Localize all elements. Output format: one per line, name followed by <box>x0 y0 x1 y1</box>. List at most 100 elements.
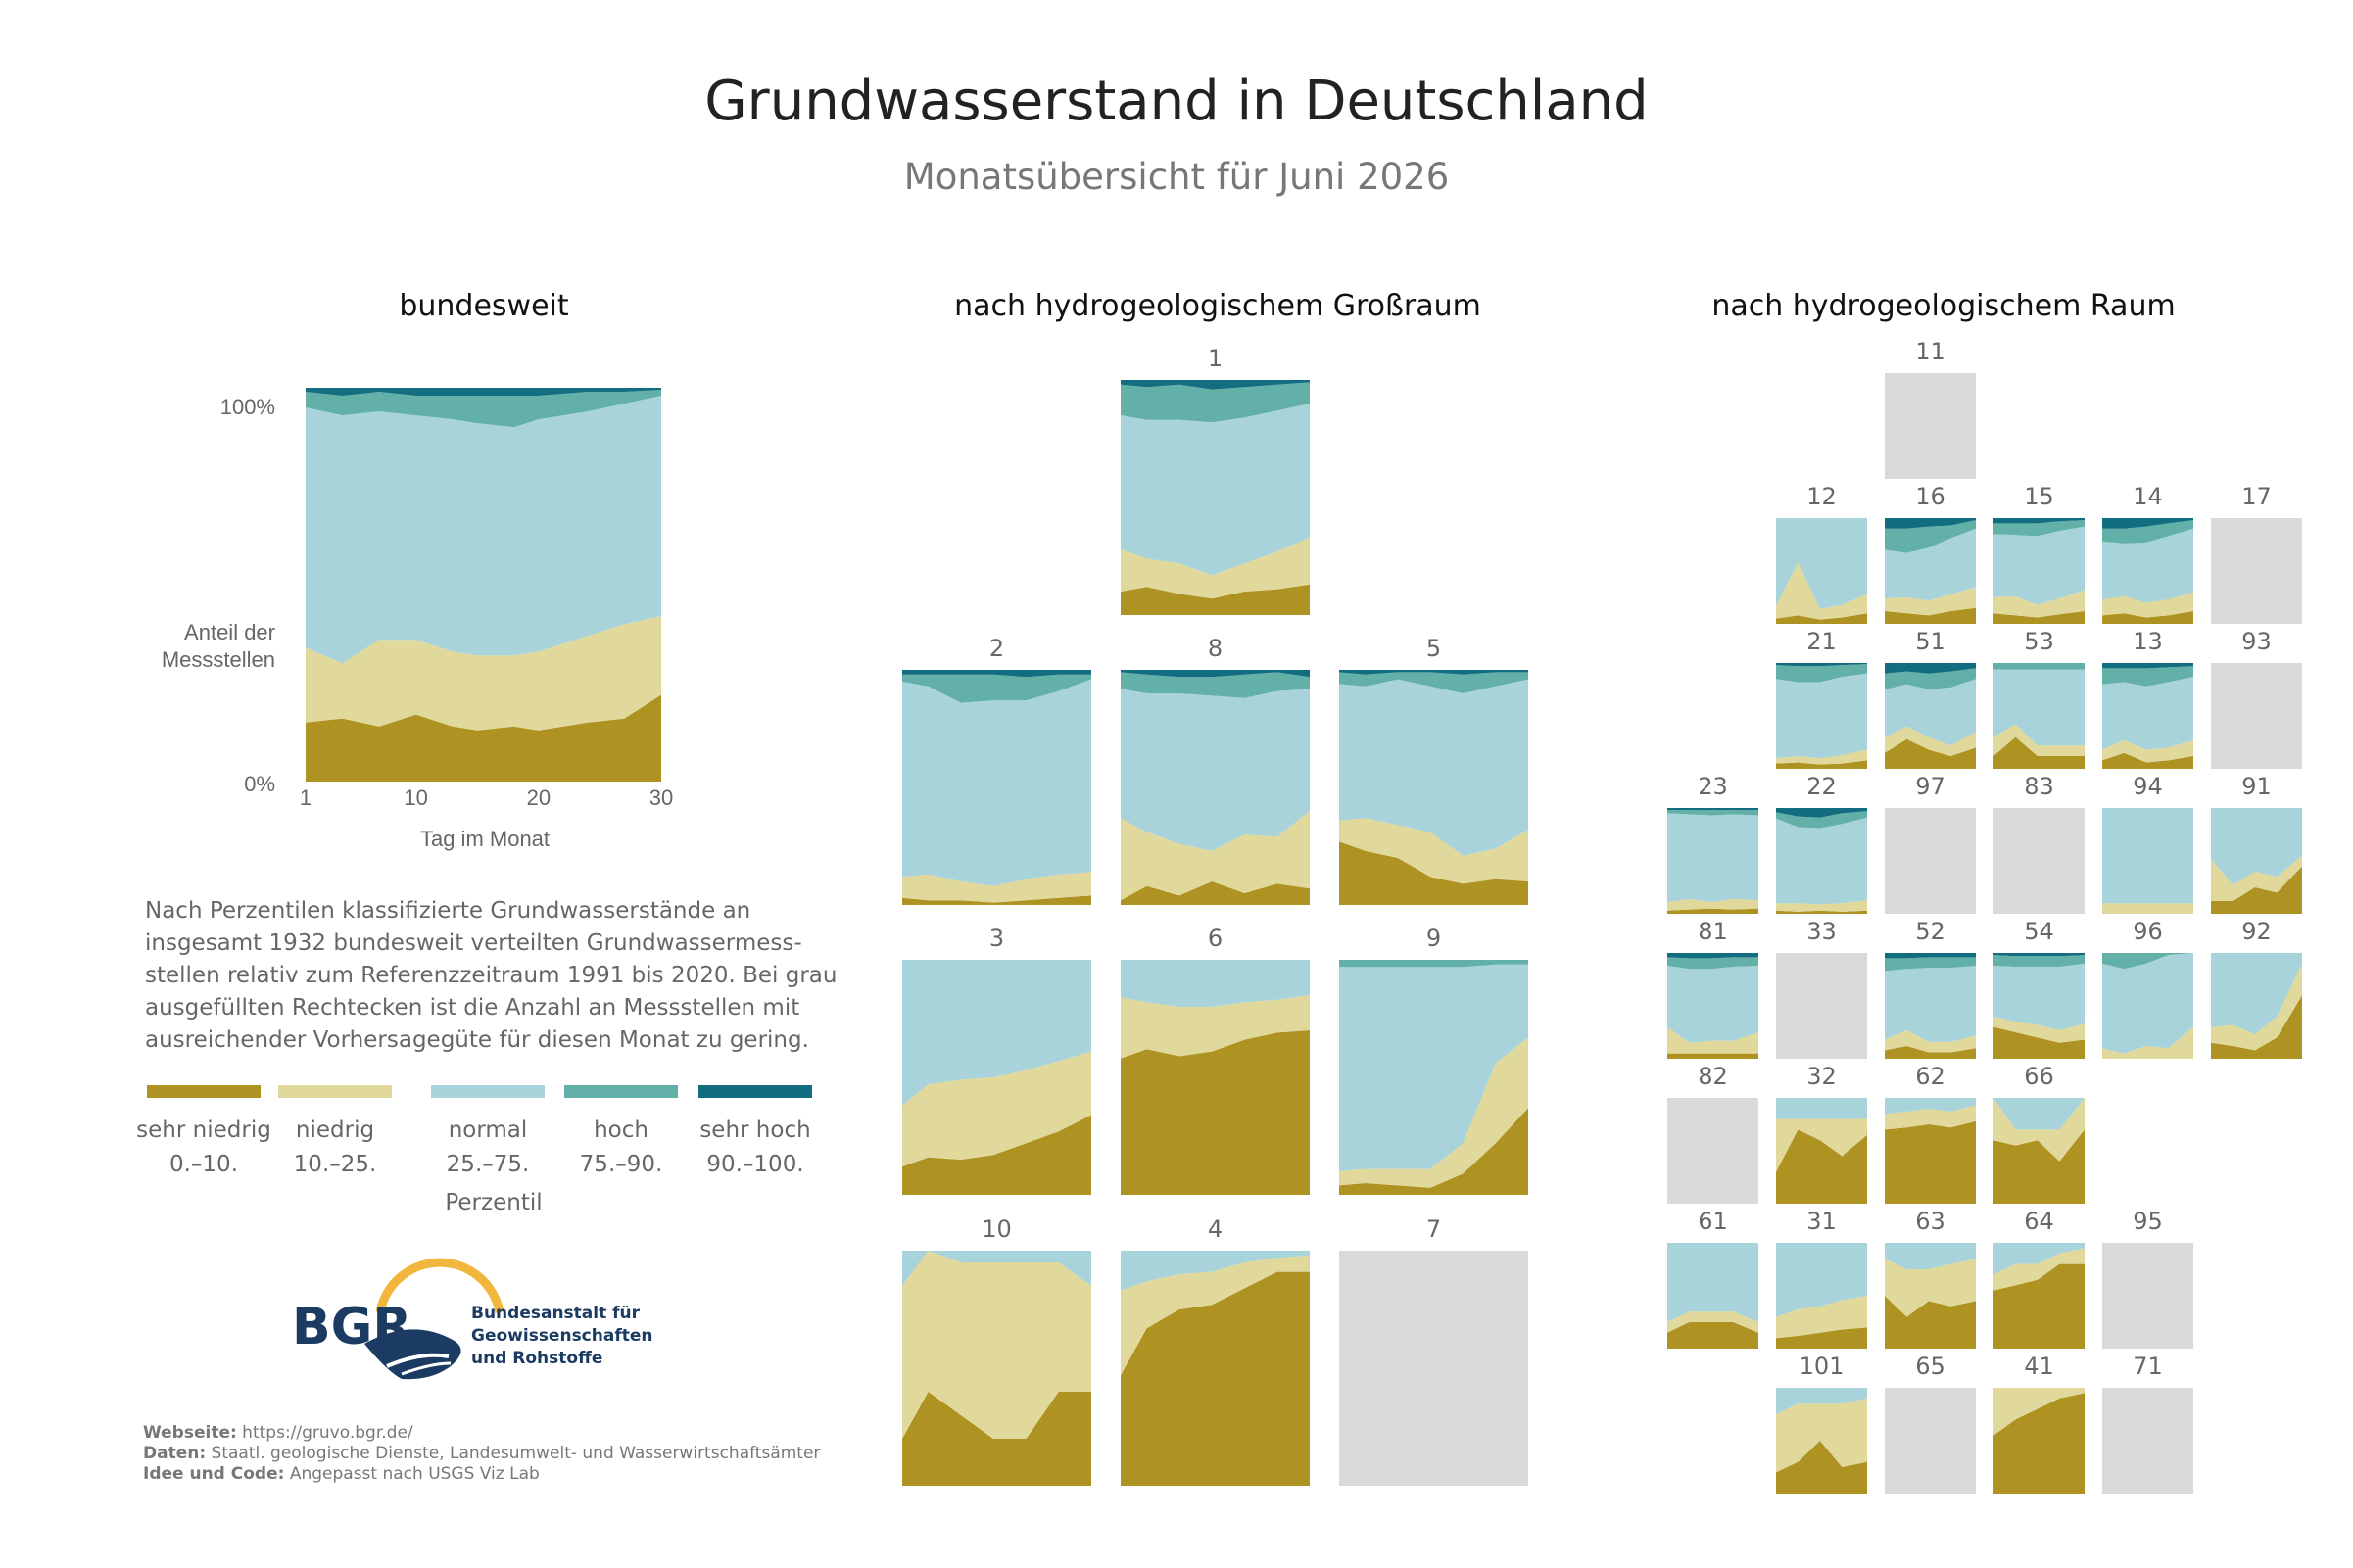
panel-15: 15 <box>1993 483 2085 624</box>
panel-8-series-0 <box>1121 881 1310 905</box>
panel-52-series-3 <box>1885 957 1976 972</box>
panel-51: 51 <box>1885 628 1976 769</box>
panel-label-14: 14 <box>2133 483 2163 510</box>
description-line-4: ausgefüllten Rechtecken ist die Anzahl a… <box>145 995 799 1021</box>
panel-64-series-0 <box>1993 1263 2085 1349</box>
logo-line-1: Bundesanstalt für <box>471 1304 641 1323</box>
panel-22-series-1 <box>1776 899 1867 912</box>
panel-14-series-2 <box>2102 528 2193 603</box>
panel-12-series-0 <box>1776 613 1867 624</box>
panel-66-series-0 <box>1993 1129 2085 1204</box>
panel-51-series-0 <box>1885 738 1976 769</box>
panel-63: 63 <box>1885 1208 1976 1349</box>
panel-93-no-data <box>2211 663 2302 769</box>
x-ticks: 1 10 20 30 <box>300 785 673 810</box>
legend-label-0: sehr niedrig <box>136 1117 271 1143</box>
panel-83-no-data <box>1993 808 2085 914</box>
panel-label-41: 41 <box>2024 1353 2054 1380</box>
panel-9-series-0 <box>1339 1108 1528 1195</box>
panel-81-series-2 <box>1667 965 1758 1043</box>
national-series-4 <box>306 388 661 397</box>
logo-line-2: Geowissenschaften <box>471 1326 653 1346</box>
panel-14-series-0 <box>2102 611 2193 624</box>
panel-3-series-1 <box>902 1051 1091 1167</box>
panel-15-series-0 <box>1993 611 2085 624</box>
panel-22-series-2 <box>1776 817 1867 905</box>
panel-71: 71 <box>2102 1353 2193 1494</box>
panel-13-series-1 <box>2102 739 2193 763</box>
panel-8-series-3 <box>1121 672 1310 698</box>
legend: sehr niedrig 0.–10. niedrig 10.–25. normal 25… <box>136 1085 812 1177</box>
panel-63-series-1 <box>1885 1259 1976 1317</box>
footer-data: Daten: Staatl. geologische Dienste, Land… <box>143 1444 820 1463</box>
y-tick-0: 0% <box>244 772 275 796</box>
panel-9-series-1 <box>1339 1037 1528 1188</box>
legend-swatch-1 <box>278 1085 392 1098</box>
panel-15-series-3 <box>1993 520 2085 537</box>
section-title-regions: nach hydrogeologischem Raum <box>1711 289 2175 323</box>
panel-label-93: 93 <box>2241 628 2272 655</box>
panel-61-series-1 <box>1667 1311 1758 1333</box>
y-axis-label-line1: Anteil der <box>184 620 275 644</box>
panel-9: 9 <box>1339 925 1528 1195</box>
panel-101-series-0 <box>1776 1441 1867 1494</box>
panel-96-series-3 <box>2102 953 2193 970</box>
footer-website-label: Webseite: <box>143 1423 237 1443</box>
legend-caption: Perzentil <box>445 1190 542 1215</box>
panel-5-series-0 <box>1339 841 1528 905</box>
panel-label-52: 52 <box>1915 918 1945 945</box>
panel-62-series-1 <box>1885 1105 1976 1130</box>
panel-2-series-2 <box>902 679 1091 886</box>
panel-52: 52 <box>1885 918 1976 1059</box>
panel-label-15: 15 <box>2024 483 2054 510</box>
panel-23: 23 <box>1667 773 1758 914</box>
logo-arc <box>375 1258 504 1313</box>
panel-91: 91 <box>2211 773 2302 914</box>
description-line-3: stellen relativ zum Referenzzeitraum 199… <box>145 963 837 988</box>
panel-label-61: 61 <box>1698 1208 1728 1235</box>
panel-93: 93 <box>2211 628 2302 769</box>
footer-idea-text: Angepasst nach USGS Viz Lab <box>284 1464 539 1484</box>
panel-16-series-1 <box>1885 587 1976 616</box>
panel-label-65: 65 <box>1915 1353 1945 1380</box>
panel-4-series-1 <box>1121 1255 1310 1376</box>
panel-63-series-2 <box>1885 1243 1976 1269</box>
panel-2-series-1 <box>902 872 1091 903</box>
panel-23-series-1 <box>1667 898 1758 911</box>
panel-14-series-3 <box>2102 520 2193 544</box>
legend-range-4: 90.–100. <box>706 1152 803 1177</box>
legend-swatch-0 <box>147 1085 261 1098</box>
footer-website: Webseite: https://gruvo.bgr.de/ <box>143 1423 413 1443</box>
panel-1: 1 <box>1121 345 1310 615</box>
panel-91-series-2 <box>2211 808 2302 885</box>
panel-label-94: 94 <box>2133 773 2163 800</box>
panel-101: 101 <box>1776 1353 1867 1494</box>
panel-54-series-3 <box>1993 955 2085 968</box>
panel-66-series-2 <box>1993 1098 2085 1130</box>
legend-range-3: 75.–90. <box>580 1152 663 1177</box>
national-series-3 <box>306 390 661 428</box>
panel-23-series-3 <box>1667 810 1758 816</box>
panel-8-series-1 <box>1121 811 1310 901</box>
national-series-0 <box>306 694 661 782</box>
x-tick-1: 1 <box>300 785 312 810</box>
panel-label-21: 21 <box>1806 628 1837 655</box>
panel-82-no-data <box>1667 1098 1758 1204</box>
panel-64-series-1 <box>1993 1248 2085 1291</box>
bgr-logo: BGR Bundesanstalt für Geowissenschaften … <box>292 1258 653 1380</box>
panel-97-no-data <box>1885 808 1976 914</box>
panel-97: 97 <box>1885 773 1976 914</box>
panel-label-33: 33 <box>1806 918 1837 945</box>
panel-15-series-1 <box>1993 590 2085 618</box>
panel-95: 95 <box>2102 1208 2193 1349</box>
panel-62-series-2 <box>1885 1098 1976 1115</box>
panel-54-series-4 <box>1993 953 2085 957</box>
panel-21: 21 <box>1776 628 1867 769</box>
panel-label-4: 4 <box>1208 1215 1223 1243</box>
panel-31-series-2 <box>1776 1243 1867 1317</box>
panel-label-83: 83 <box>2024 773 2054 800</box>
description-line-5: ausreichender Vorhersagegüte für diesen … <box>145 1027 809 1053</box>
panel-17-no-data <box>2211 518 2302 624</box>
panel-17: 17 <box>2211 483 2302 624</box>
panel-16-series-3 <box>1885 520 1976 553</box>
